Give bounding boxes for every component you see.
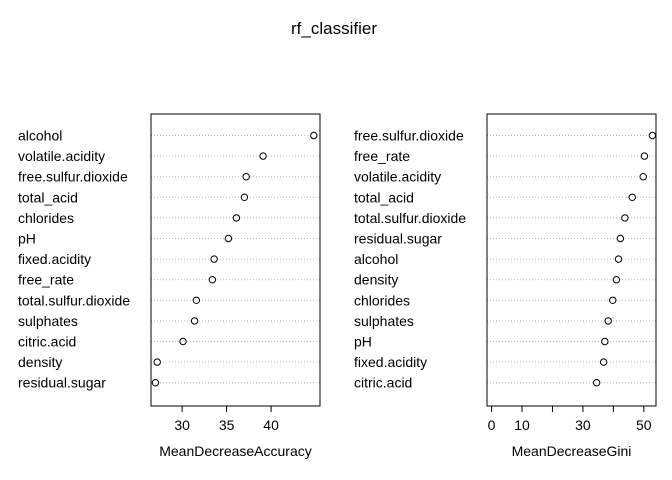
category-label-sulphates: sulphates [18, 313, 78, 329]
category-label-alcohol: alcohol [354, 251, 398, 267]
point-total-sulfur-dioxide [192, 296, 201, 304]
category-label-total-acid: total_acid [354, 189, 414, 205]
category-label-density: density [354, 272, 398, 288]
category-label-ph: pH [354, 334, 372, 350]
point-total-sulfur-dioxide [621, 214, 629, 222]
category-label-volatile-acidity: volatile.acidity [354, 169, 441, 185]
x-axis-label: MeanDecreaseGini [512, 443, 632, 459]
category-label-fixed-acidity: fixed.acidity [18, 251, 91, 267]
point-volatile-acidity [259, 152, 267, 160]
category-label-fixed-acidity: fixed.acidity [354, 354, 427, 370]
point-citric-acid [592, 379, 601, 387]
point-sulphates [190, 317, 199, 325]
point-free-sulfur-dioxide [648, 131, 657, 140]
point-residual-sugar [616, 234, 625, 243]
point-alcohol [614, 255, 623, 263]
x-tick-label-10: 10 [514, 417, 530, 433]
point-total-acid [628, 193, 636, 202]
point-alcohol [310, 131, 318, 140]
x-axis-label: MeanDecreaseAccuracy [159, 443, 312, 459]
category-label-chlorides: chlorides [18, 210, 74, 226]
chart-title: rf_classifier [291, 19, 377, 38]
mean-decrease-accuracy-panel: alcohol volatile.acidity free.sulfur.dioxi… [18, 113, 321, 459]
point-ph [224, 234, 233, 243]
point-density [612, 276, 621, 284]
mean-decrease-gini-panel: free.sulfur.dioxide free_rate volatile.aci… [354, 113, 657, 459]
x-tick-label-30: 30 [575, 417, 591, 433]
category-label-free-sulfur-dioxide: free.sulfur.dioxide [354, 128, 464, 144]
point-ph [601, 337, 609, 346]
category-label-ph: pH [18, 231, 36, 247]
point-volatile-acidity [639, 173, 647, 181]
category-label-chlorides: chlorides [354, 292, 410, 308]
point-fixed-acidity [210, 255, 218, 263]
point-free-sulfur-dioxide [242, 173, 250, 181]
category-label-total-sulfur-dioxide: total.sulfur.dioxide [354, 210, 466, 226]
category-label-citric-acid: citric.acid [18, 334, 76, 350]
category-label-free-rate: free_rate [354, 148, 410, 164]
point-chlorides [232, 214, 241, 222]
x-tick-label-40: 40 [263, 417, 279, 433]
point-total-acid [240, 193, 249, 202]
category-label-alcohol: alcohol [18, 128, 62, 144]
point-fixed-acidity [599, 358, 608, 366]
category-label-free-rate: free_rate [18, 272, 74, 288]
x-tick-label-30: 30 [174, 417, 190, 433]
category-label-residual-sugar: residual.sugar [18, 375, 106, 391]
category-label-total-sulfur-dioxide: total.sulfur.dioxide [18, 292, 130, 308]
point-citric-acid [179, 337, 187, 346]
point-residual-sugar [151, 379, 160, 387]
category-label-sulphates: sulphates [354, 313, 414, 329]
category-label-volatile-acidity: volatile.acidity [18, 148, 105, 164]
point-free-rate [208, 276, 217, 284]
point-density [153, 358, 161, 366]
category-label-citric-acid: citric.acid [354, 375, 412, 391]
point-free-rate [640, 152, 649, 160]
point-chlorides [609, 296, 617, 304]
category-label-residual-sugar: residual.sugar [354, 231, 442, 247]
x-tick-label-35: 35 [219, 417, 235, 433]
x-tick-label-0: 0 [488, 417, 496, 433]
category-label-density: density [18, 354, 62, 370]
x-tick-label-50: 50 [636, 417, 652, 433]
category-label-free-sulfur-dioxide: free.sulfur.dioxide [18, 169, 128, 185]
category-label-total-acid: total_acid [18, 189, 78, 205]
point-sulphates [604, 317, 612, 325]
